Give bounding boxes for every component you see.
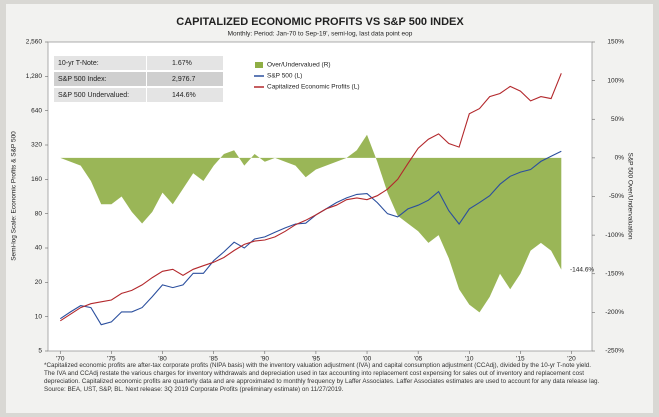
y-tick-label: 640 xyxy=(31,107,42,114)
info-value: 2,976.7 xyxy=(172,76,195,83)
info-cell xyxy=(54,88,146,102)
info-value: 1.67% xyxy=(172,60,192,67)
line xyxy=(60,73,562,322)
info-cell xyxy=(147,56,223,70)
info-cell xyxy=(54,56,146,70)
y2-tick-label: 50% xyxy=(611,116,624,123)
y2-tick-label: 100% xyxy=(607,77,624,84)
x-tick-label: '95 xyxy=(312,356,321,363)
info-cell xyxy=(147,72,223,86)
y2-tick-label: -250% xyxy=(605,348,624,355)
y2-tick-label: -150% xyxy=(605,270,624,277)
y2-axis-label: S&P 500 Over/Undervaluation xyxy=(626,153,633,240)
x-tick-label: '85 xyxy=(209,356,218,363)
chart-title: CAPITALIZED ECONOMIC PROFITS VS S&P 500 … xyxy=(176,16,464,28)
y2-tick-label: -50% xyxy=(609,193,624,200)
legend-label: Over/Undervalued (R) xyxy=(267,62,331,69)
y-tick-label: 20 xyxy=(35,279,43,286)
y2-tick-label: 0% xyxy=(615,155,625,162)
info-value: 144.6% xyxy=(172,92,196,99)
chart-subtitle: Monthly: Period: Jan-70 to Sep-19', semi… xyxy=(228,31,413,38)
y-axis-label: Semi-log Scale: Economic Profits & S&P 5… xyxy=(11,131,18,261)
info-label: S&P 500 Undervalued: xyxy=(58,92,129,99)
x-tick-label: '10 xyxy=(465,356,474,363)
info-cell xyxy=(54,72,146,86)
x-tick-label: '15 xyxy=(516,356,525,363)
y-tick-label: 40 xyxy=(35,245,43,252)
y2-tick-label: -100% xyxy=(605,232,624,239)
y-tick-label: 10 xyxy=(35,313,43,320)
info-label: 10-yr T-Note: xyxy=(58,60,99,67)
y-tick-label: 80 xyxy=(35,210,43,217)
footnote: *Capitalized economic profits are after-… xyxy=(44,362,600,393)
annotation: -144.6% xyxy=(570,267,594,274)
x-tick-label: '75 xyxy=(107,356,116,363)
legend-label: Capitalized Economic Profits (L) xyxy=(267,84,359,91)
y-tick-label: 320 xyxy=(31,142,42,149)
y2-tick-label: 150% xyxy=(607,39,624,46)
x-tick-label: '00 xyxy=(363,356,372,363)
x-tick-label: '05 xyxy=(414,356,423,363)
y-tick-label: 160 xyxy=(31,176,42,183)
y-tick-label: 5 xyxy=(38,348,42,355)
line xyxy=(59,150,562,326)
x-tick-label: '20 xyxy=(567,356,576,363)
x-tick-label: '90 xyxy=(261,356,270,363)
info-label: S&P 500 Index: xyxy=(58,76,107,83)
x-tick-label: '80 xyxy=(158,356,167,363)
y2-tick-label: -200% xyxy=(605,309,624,316)
y-tick-label: 2,560 xyxy=(26,39,43,46)
x-tick-label: '70 xyxy=(56,356,65,363)
legend-label: S&P 500 (L) xyxy=(267,73,302,80)
y-tick-label: 1,280 xyxy=(26,73,43,80)
info-cell xyxy=(147,88,223,102)
area xyxy=(60,134,562,313)
legend-swatch xyxy=(255,62,263,68)
